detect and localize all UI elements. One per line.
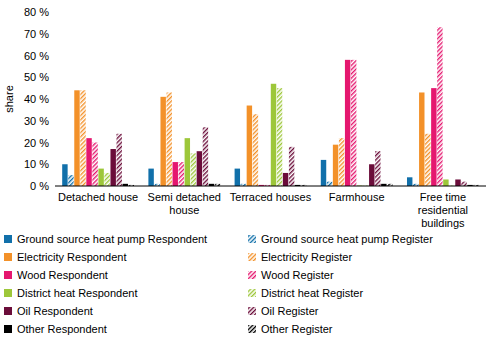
bar [321, 160, 326, 186]
tick-mark [52, 77, 55, 78]
bar [455, 179, 460, 186]
legend-label: Electricity Respondent [17, 251, 126, 263]
bar [419, 92, 424, 186]
bar [407, 177, 412, 186]
tick-label: 0 % [30, 180, 49, 192]
bar [235, 169, 240, 186]
category-label: Detached house [56, 191, 140, 204]
bar [148, 169, 153, 186]
bar [179, 162, 184, 186]
bar [117, 134, 122, 186]
legend-label: Ground source heat pump Register [261, 233, 433, 245]
legend-swatch [4, 271, 12, 279]
legend-label: District heat Register [261, 287, 363, 299]
legend-swatch [4, 235, 12, 243]
legend-swatch [248, 307, 256, 315]
bar [277, 88, 282, 186]
bar [375, 151, 380, 186]
bar [166, 92, 171, 186]
legend-label: Wood Respondent [17, 269, 108, 281]
chart: share 0 % 10 % 20 % 30 % 40 % 50 % 60 % 70 % 80 %… [0, 0, 492, 345]
tick-mark [52, 186, 55, 187]
legend-swatch [4, 325, 12, 333]
category-label: Terraced houses [229, 191, 313, 204]
y-axis-label: share [3, 85, 15, 113]
bar [327, 182, 332, 186]
tick-mark [52, 164, 55, 165]
legend-swatch [248, 253, 256, 261]
bar [443, 179, 448, 186]
tick-label: 10 % [24, 158, 49, 170]
tick-label: 60 % [24, 50, 49, 62]
bar [271, 84, 276, 186]
bar [80, 90, 85, 186]
tick-mark [52, 33, 55, 34]
bar [68, 175, 73, 186]
legend-label: Wood Register [261, 269, 334, 281]
legend-swatch [248, 289, 256, 297]
legend-label: Electricity Register [261, 251, 352, 263]
bar [351, 60, 356, 186]
tick-label: 70 % [24, 28, 49, 40]
bar [191, 153, 196, 186]
bar [283, 173, 288, 186]
legend-swatch [4, 289, 12, 297]
bar [86, 138, 91, 186]
bar [98, 169, 103, 186]
tick-mark [52, 142, 55, 143]
bar [437, 27, 442, 186]
tick-label: 80 % [24, 6, 49, 18]
legend-label: Other Register [261, 323, 333, 335]
bar [173, 162, 178, 186]
x-axis [55, 186, 486, 187]
tick-mark [52, 99, 55, 100]
tick-label: 50 % [24, 71, 49, 83]
legend-swatch [4, 307, 12, 315]
legend-label: Oil Respondent [17, 305, 93, 317]
bar [461, 182, 466, 186]
legend-label: District heat Respondent [17, 287, 137, 299]
bar [197, 151, 202, 186]
tick-mark [52, 120, 55, 121]
legend-swatch [248, 271, 256, 279]
tick-mark [52, 55, 55, 56]
bar [110, 149, 115, 186]
category-label: Free time residential buildings [401, 191, 485, 230]
legend-swatch [4, 253, 12, 261]
tick-label: 30 % [24, 115, 49, 127]
legend-label: Ground source heat pump Respondent [17, 233, 207, 245]
bars [62, 27, 479, 186]
legend-swatch [248, 325, 256, 333]
bar [333, 145, 338, 186]
bar [185, 138, 190, 186]
legend-swatch [248, 235, 256, 243]
bar [62, 164, 67, 186]
bar [74, 90, 79, 186]
legend-label: Other Respondent [17, 323, 107, 335]
tick-label: 20 % [24, 137, 49, 149]
category-label: Semi detached house [142, 191, 226, 217]
bar [160, 97, 165, 186]
legend-label: Oil Register [261, 305, 319, 317]
bar [339, 138, 344, 186]
bar [104, 173, 109, 186]
bar [431, 88, 436, 186]
tick-mark [52, 12, 55, 13]
bar [247, 106, 252, 186]
bar [92, 143, 97, 187]
category-label: Farmhouse [315, 191, 399, 204]
tick-label: 40 % [24, 93, 49, 105]
bar [203, 127, 208, 186]
bar [369, 164, 374, 186]
bar [253, 114, 258, 186]
bar [289, 147, 294, 186]
bar [345, 60, 350, 186]
bar [425, 134, 430, 186]
